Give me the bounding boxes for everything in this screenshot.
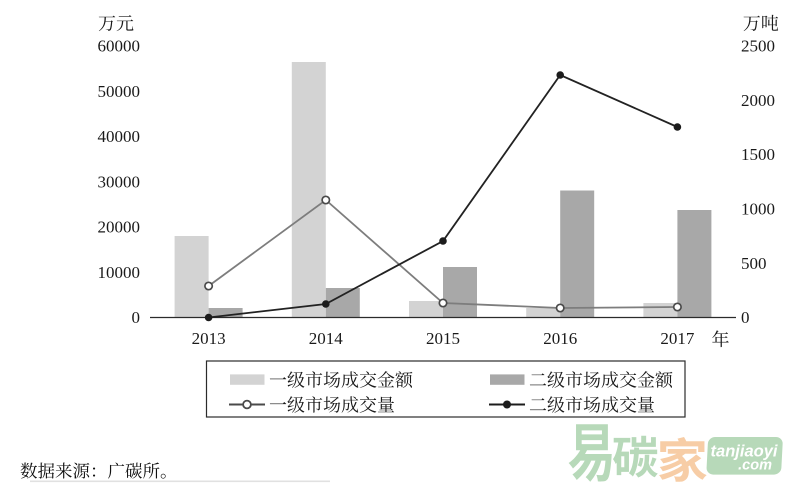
svg-text:2015: 2015 — [426, 329, 460, 348]
svg-text:1500: 1500 — [741, 145, 775, 164]
svg-text:2500: 2500 — [741, 37, 775, 56]
svg-text:20000: 20000 — [98, 218, 141, 237]
svg-text:2017: 2017 — [660, 329, 695, 348]
svg-text:2013: 2013 — [192, 329, 226, 348]
svg-text:50000: 50000 — [98, 82, 141, 101]
svg-text:tanjiaoyi: tanjiaoyi — [711, 443, 778, 461]
svg-text:60000: 60000 — [98, 37, 141, 56]
svg-text:10000: 10000 — [98, 263, 141, 282]
svg-text:30000: 30000 — [98, 172, 141, 191]
svg-text:500: 500 — [741, 254, 767, 273]
svg-text:2014: 2014 — [309, 329, 344, 348]
svg-text:0: 0 — [741, 308, 750, 327]
svg-text:1000: 1000 — [741, 200, 775, 219]
svg-text:2016: 2016 — [543, 329, 577, 348]
svg-text:40000: 40000 — [98, 127, 141, 146]
svg-text:2000: 2000 — [741, 91, 775, 110]
svg-text:.com: .com — [738, 458, 772, 474]
svg-text:0: 0 — [132, 308, 141, 327]
